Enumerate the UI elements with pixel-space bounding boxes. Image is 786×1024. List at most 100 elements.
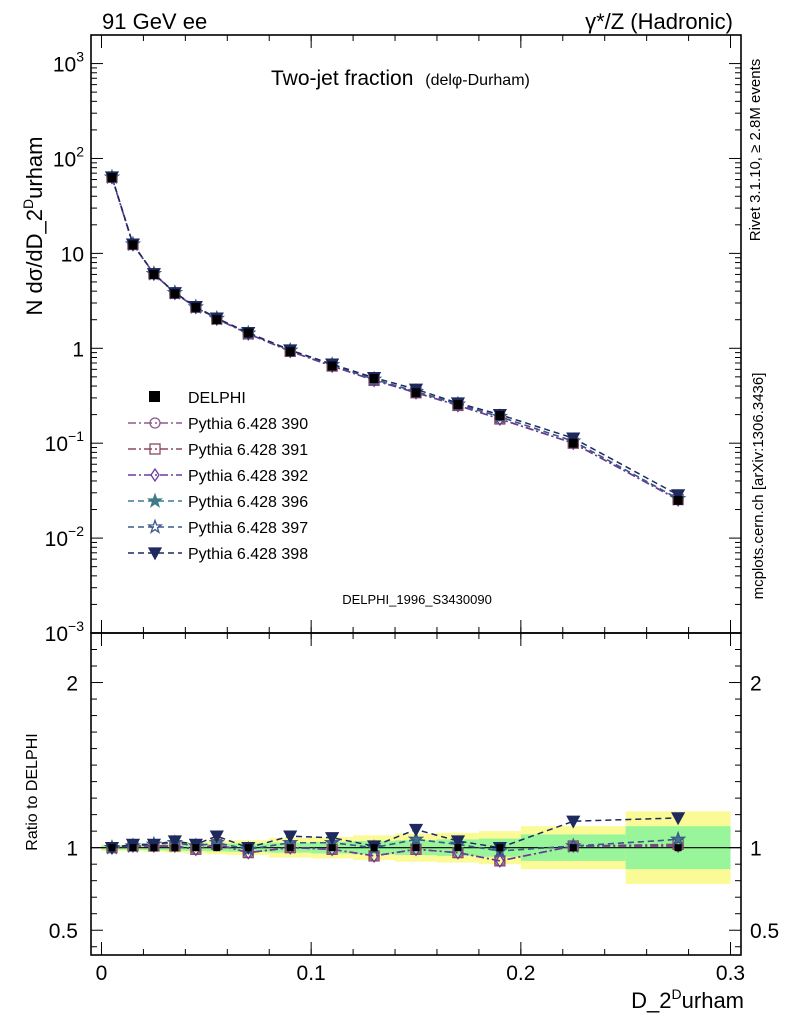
ratio-ytick-label-right: 0.5 [750, 920, 779, 943]
ratio-data-point [171, 844, 179, 852]
data-point [411, 388, 421, 398]
data-point [369, 374, 379, 384]
data-point [568, 438, 578, 448]
ratio-frame [90, 632, 742, 956]
ratio-xlabel-tail: urham [682, 988, 744, 1013]
data-point [107, 173, 117, 183]
data-point [327, 361, 337, 371]
main-ytick-label-base: 10 [45, 433, 68, 456]
main-ytick-label-exp: −2 [68, 523, 84, 539]
ratio-data-point [412, 844, 420, 852]
data-point [149, 269, 159, 279]
main-ylabel-sup: D [20, 199, 36, 209]
series-point-5 [566, 432, 581, 446]
legend-label-4: Pythia 6.428 397 [188, 520, 308, 537]
header-left: 91 GeV ee [102, 9, 207, 34]
ratio-series-point-4 [670, 830, 687, 847]
watermark: DELPHI_1996_S3430090 [342, 592, 492, 607]
main-ytick-label-base: 10 [53, 54, 76, 77]
ratio-series-point-2 [495, 853, 505, 869]
main-ytick-label-base: 1 [72, 338, 84, 361]
ratio-data-point [370, 844, 378, 852]
main-ytick-label-exp: 2 [76, 143, 84, 159]
main-ytick-label-exp: −3 [68, 618, 84, 634]
rivet-label: Rivet 3.1.10, ≥ 2.8M events [747, 59, 764, 242]
main-ytick-label: 1 [72, 338, 84, 361]
legend-label-5: Pythia 6.428 398 [188, 546, 308, 563]
series-point-5 [671, 489, 686, 503]
main-title-sub: (delφ-Durham) [425, 72, 530, 89]
data-point [128, 240, 138, 250]
legend-marker-1 [149, 443, 161, 455]
ratio-data-point [150, 844, 158, 852]
legend-marker-3 [146, 492, 164, 508]
main-ytick-label-base: 10 [45, 623, 68, 646]
ratio-data-point [286, 844, 294, 852]
main-frame [90, 34, 742, 634]
legend-marker-data [149, 391, 160, 402]
ratio-data-point [129, 844, 137, 852]
ratio-data-point [192, 844, 200, 852]
main-ylabel: N dσ/dD_2Durham [20, 136, 47, 315]
ratio-xlabel-base: D_2 [631, 988, 671, 1013]
ratio-xlabel: D_2Durham [631, 986, 744, 1013]
ratio-data-point [244, 844, 252, 852]
legend: DELPHI Pythia 6.428 390 Pythia 6.428 391 Py… [128, 390, 308, 563]
data-point [212, 315, 222, 325]
ratio-ytick-label-right: 1 [750, 838, 762, 861]
ratio-series-point-5 [167, 835, 182, 849]
main-ytick-label-base: 10 [61, 243, 84, 266]
legend-label-1: Pythia 6.428 391 [188, 442, 308, 459]
main-ytick-label: 10−1 [45, 428, 85, 456]
ratio-xtick-label: 0.2 [506, 962, 535, 985]
main-ytick-label: 102 [53, 143, 84, 171]
data-point [495, 411, 505, 421]
legend-label-2: Pythia 6.428 392 [188, 468, 308, 485]
ratio-series-point-5 [566, 815, 581, 829]
main-ytick-label-exp: 3 [76, 49, 84, 65]
header-right: γ*/Z (Hadronic) [585, 9, 733, 34]
legend-marker-0 [149, 417, 161, 429]
main-ytick-label: 10−2 [45, 523, 85, 551]
legend-marker-2 [150, 467, 160, 483]
legend-marker-4 [146, 518, 164, 534]
ratio-series-point-5 [450, 835, 466, 849]
ratio-series-point-4 [407, 830, 425, 847]
ratio-xlabel-sup: D [672, 986, 682, 1002]
ratio-xtick-label: 0.3 [716, 962, 745, 985]
data-point [285, 347, 295, 357]
ratio-series-point-2 [369, 848, 379, 864]
ratio-panel: 0.5 0.5 1 1 2 2 0 0.1 0.2 0.3 Ratio to DELPHI D_2… [24, 632, 779, 1013]
main-title: Two-jet fraction (delφ-Durham) [271, 67, 530, 90]
ratio-ytick-label-right: 2 [750, 673, 762, 696]
ratio-series-point-5 [671, 812, 686, 826]
ratio-data-point [454, 844, 462, 852]
main-ytick-label-base: 10 [45, 528, 68, 551]
ratio-data-point [213, 844, 221, 852]
ratio-series-point-5 [209, 830, 224, 844]
main-ylabel-base: N dσ/dD_2 [22, 209, 47, 316]
main-title-main: Two-jet fraction [271, 67, 413, 90]
legend-label-3: Pythia 6.428 396 [188, 494, 308, 511]
ratio-ylabel: Ratio to DELPHI [24, 733, 41, 850]
main-ylabel-tail: urham [22, 136, 47, 198]
ratio-xtick-label: 0 [96, 962, 108, 985]
main-ytick-label: 103 [53, 49, 84, 77]
data-point [243, 328, 253, 338]
ratio-data-point [569, 844, 577, 852]
legend-label-data: DELPHI [188, 390, 246, 407]
ratio-ytick-label: 0.5 [49, 920, 78, 943]
ratio-ytick-label: 2 [66, 673, 78, 696]
ratio-data-point [496, 844, 504, 852]
main-ytick-label-exp: −1 [68, 428, 84, 444]
data-point [453, 400, 463, 410]
ratio-data-point [674, 844, 682, 852]
main-ytick-label-base: 10 [53, 148, 76, 171]
ratio-xtick-label: 0.1 [297, 962, 326, 985]
data-point [673, 495, 683, 505]
ratio-data-point [328, 844, 336, 852]
data-point [170, 289, 180, 299]
legend-label-0: Pythia 6.428 390 [188, 416, 308, 433]
ratio-series-point-5 [283, 830, 298, 844]
